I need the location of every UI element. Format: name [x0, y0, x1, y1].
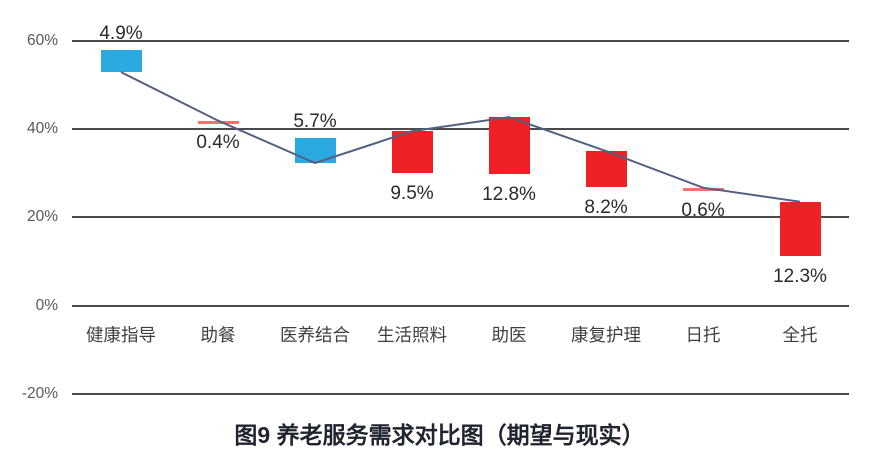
data-label-助医: 12.8% [482, 183, 536, 205]
gridline--20% [72, 392, 849, 395]
gridline-0% [72, 304, 849, 307]
category-label-全托: 全托 [782, 325, 818, 345]
gridline-20% [72, 216, 849, 219]
category-label-日托: 日托 [685, 325, 721, 345]
bar-康复护理 [585, 151, 627, 188]
data-label-医养结合: 5.7% [293, 110, 337, 132]
bar-医养结合 [294, 137, 336, 163]
bar-全托 [779, 201, 821, 257]
bar-生活照料 [391, 131, 433, 174]
data-label-助餐: 0.4% [196, 132, 240, 154]
y-tick-label: 0% [35, 296, 58, 314]
y-tick-label: 20% [26, 208, 58, 226]
data-label-生活照料: 9.5% [390, 183, 434, 205]
category-label-康复护理: 康复护理 [571, 325, 641, 345]
category-label-生活照料: 生活照料 [377, 325, 447, 345]
gridline-40% [72, 128, 849, 130]
bar-助餐 [197, 120, 239, 124]
category-label-助餐: 助餐 [200, 325, 236, 345]
data-label-康复护理: 8.2% [584, 197, 628, 219]
y-tick-label: -20% [21, 384, 58, 402]
category-label-健康指导: 健康指导 [86, 325, 156, 345]
bar-助医 [488, 117, 530, 174]
bar-健康指导 [100, 50, 142, 73]
y-tick-label: 60% [26, 31, 58, 49]
data-label-全托: 12.3% [773, 266, 827, 288]
y-tick-label: 40% [26, 120, 58, 137]
category-label-助医: 助医 [491, 325, 527, 345]
chart-title: 图9 养老服务需求对比图（期望与现实） [234, 422, 645, 448]
gridline-60% [72, 39, 849, 42]
bar-日托 [682, 187, 724, 191]
data-label-日托: 0.6% [681, 200, 725, 222]
category-label-医养结合: 医养结合 [280, 325, 350, 345]
data-label-健康指导: 4.9% [99, 23, 143, 45]
